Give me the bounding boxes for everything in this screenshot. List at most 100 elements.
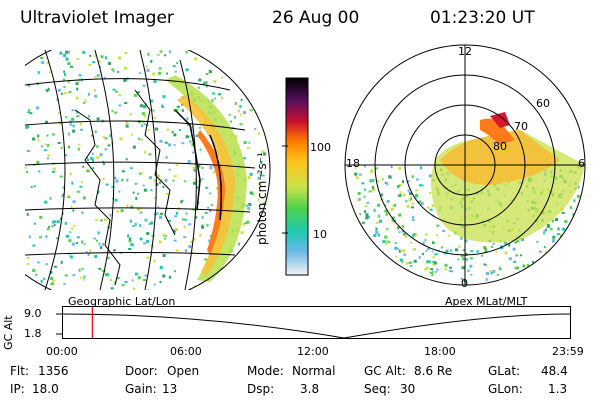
noise-pixel [572,235,575,238]
noise-pixel [71,117,75,121]
noise-pixel [52,167,56,171]
noise-pixel [203,81,206,85]
noise-pixel [259,173,262,176]
noise-pixel [134,252,137,255]
noise-pixel [159,216,163,220]
noise-pixel [128,239,132,243]
flt-value: 1356 [38,364,69,378]
noise-pixel [372,186,375,190]
noise-pixel [39,215,43,219]
noise-pixel [357,198,361,202]
noise-pixel [135,272,138,276]
colorbar-unit-label: photon cm⁻²s⁻¹ [255,152,269,245]
noise-pixel [436,268,439,272]
noise-pixel [158,71,162,75]
noise-pixel [424,268,427,271]
noise-pixel [580,228,584,231]
noise-pixel [67,50,70,54]
noise-pixel [375,221,379,224]
noise-pixel [243,141,247,145]
noise-pixel [519,254,522,257]
noise-pixel [93,237,97,240]
noise-pixel [402,193,406,197]
altitude-plot [56,306,571,339]
noise-pixel [396,186,399,189]
noise-pixel [357,236,361,239]
noise-pixel [143,123,146,126]
noise-pixel [538,250,542,253]
noise-pixel [136,91,140,94]
noise-pixel [508,243,511,247]
noise-pixel [426,248,430,251]
noise-pixel [132,191,135,194]
noise-pixel [153,283,156,286]
noise-pixel [366,201,370,204]
noise-pixel [429,192,432,195]
noise-pixel [470,250,474,253]
noise-pixel [114,111,118,114]
noise-pixel [385,242,388,246]
noise-pixel [527,264,530,268]
noise-pixel [381,177,384,181]
noise-pixel [389,176,392,179]
noise-pixel [398,231,401,234]
noise-pixel [386,200,390,203]
noise-pixel [32,244,36,247]
noise-pixel [442,230,446,233]
noise-pixel [153,179,157,183]
noise-pixel [26,171,29,174]
noise-pixel [401,260,404,263]
mlt-label-12: 12 [458,45,472,58]
noise-pixel [420,202,424,206]
noise-pixel [65,50,69,54]
noise-pixel [83,101,86,104]
noise-pixel [176,105,180,108]
noise-pixel [67,132,70,136]
noise-pixel [103,163,106,166]
noise-pixel [68,90,72,93]
noise-pixel [508,257,512,261]
noise-pixel [542,268,545,271]
noise-pixel [30,185,33,188]
noise-pixel [415,189,419,192]
noise-pixel [208,70,212,74]
noise-pixel [358,197,361,201]
noise-pixel [412,233,416,237]
noise-pixel [131,279,134,282]
noise-pixel [578,222,581,225]
noise-pixel [114,90,118,93]
noise-pixel [364,205,368,208]
noise-pixel [490,272,493,275]
noise-pixel [249,191,253,195]
noise-pixel [565,266,569,270]
noise-pixel [152,72,156,76]
noise-pixel [249,172,253,176]
noise-pixel [173,270,176,273]
noise-pixel [101,269,104,272]
noise-pixel [56,237,59,240]
noise-pixel [98,267,102,270]
noise-pixel [375,227,378,231]
polar-plot [344,44,586,286]
noise-pixel [87,168,91,171]
noise-pixel [424,233,428,236]
noise-pixel [529,272,532,275]
noise-pixel [185,212,188,215]
noise-pixel [167,219,171,222]
noise-pixel [212,170,215,174]
noise-pixel [106,273,110,277]
noise-pixel [460,236,463,240]
seq-value: 30 [400,382,416,396]
noise-pixel [62,186,65,189]
noise-pixel [574,230,578,233]
noise-pixel [159,280,162,283]
noise-pixel [116,277,120,280]
noise-pixel [514,241,517,244]
mlt-label-0: 0 [461,277,468,290]
noise-pixel [364,188,367,191]
noise-pixel [135,197,138,200]
noise-pixel [260,160,263,164]
noise-pixel [398,213,402,217]
noise-pixel [485,277,488,281]
noise-pixel [72,124,75,128]
